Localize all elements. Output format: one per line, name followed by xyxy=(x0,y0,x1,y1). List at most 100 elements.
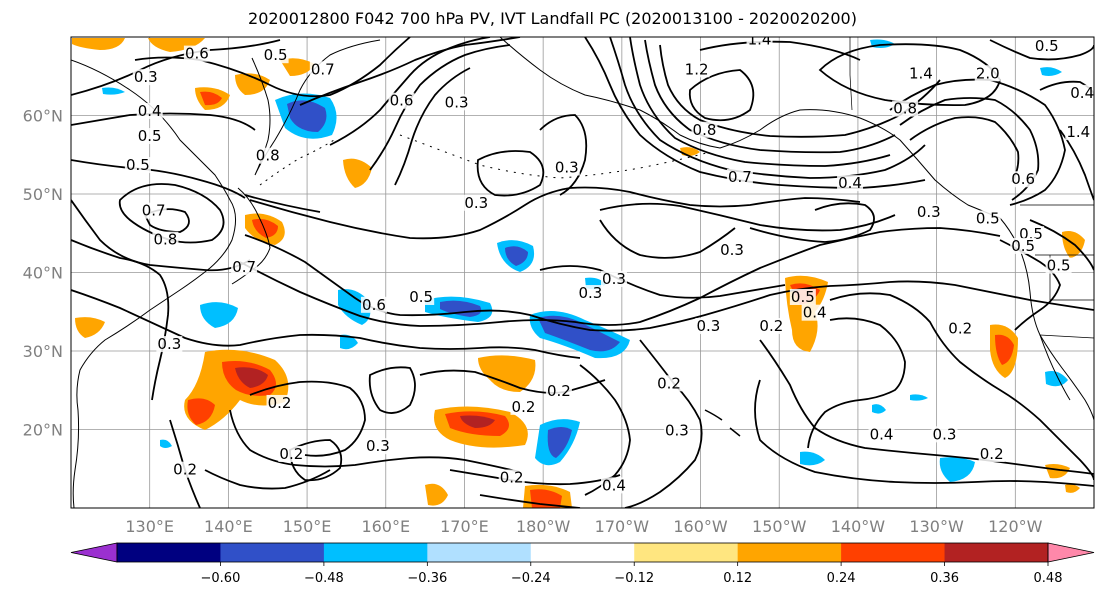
contour-label-bg xyxy=(915,204,942,221)
longitude-label: 160°W xyxy=(673,517,728,536)
contour-label: 0.2 xyxy=(759,317,783,335)
latitude-label: 50°N xyxy=(23,185,63,204)
contour-label: 0.4 xyxy=(870,425,894,443)
contour-label: 0.4 xyxy=(138,102,162,120)
shade-positive xyxy=(1045,464,1070,479)
contour-label: 0.5 xyxy=(126,156,150,174)
shade-negative xyxy=(872,404,886,414)
contour-label: 0.4 xyxy=(838,174,862,192)
contour-label-bg xyxy=(656,375,683,392)
longitude-label: 130°W xyxy=(909,517,964,536)
contour-label: 0.3 xyxy=(555,158,579,176)
contour-label-bg xyxy=(278,445,305,462)
contour-label: 0.3 xyxy=(917,203,941,221)
political-borders xyxy=(849,37,1094,339)
contour-line xyxy=(629,37,891,167)
shade-positive xyxy=(343,158,372,188)
contour-label: 0.8 xyxy=(693,121,717,139)
contour-label: 0.2 xyxy=(948,319,972,337)
colorbar-tick-label: 0.24 xyxy=(827,571,856,586)
contour-line xyxy=(394,67,471,186)
shade-positive xyxy=(235,367,268,388)
contour-line xyxy=(249,380,366,457)
shade-positive xyxy=(75,317,105,338)
shade-negative xyxy=(440,300,482,317)
contour-label-bg xyxy=(978,445,1005,462)
contour-label: 0.5 xyxy=(138,127,162,145)
contour-label: 0.5 xyxy=(1011,237,1035,255)
contour-label-bg xyxy=(691,121,718,138)
contour-label-bg xyxy=(695,318,722,335)
contour-label: 0.3 xyxy=(134,68,158,86)
contour-label-bg xyxy=(1010,171,1037,188)
contour-label-bg xyxy=(892,100,919,117)
shade-negative xyxy=(939,457,975,482)
contour-label: 0.7 xyxy=(311,60,335,78)
contour-label: 0.5 xyxy=(264,46,288,64)
longitude-label: 170°E xyxy=(440,517,489,536)
contour-label-bg xyxy=(683,61,710,78)
contour-label: 0.8 xyxy=(256,147,280,165)
contour-label-bg xyxy=(132,69,159,86)
contour-label-bg xyxy=(136,128,163,145)
colorbar-extend-high xyxy=(1047,542,1095,563)
contour-label: 0.2 xyxy=(512,398,536,416)
shade-positive xyxy=(252,218,278,238)
contour-line xyxy=(71,199,251,272)
contour-line xyxy=(289,439,343,482)
contour-line xyxy=(989,39,1094,61)
contour-label-bg xyxy=(947,320,974,337)
contour-line xyxy=(229,409,521,473)
latitude-label: 40°N xyxy=(23,264,63,283)
shade-positive xyxy=(1065,484,1080,493)
contour-label-bg xyxy=(510,398,537,415)
contour-label: 1.4 xyxy=(1066,123,1090,141)
contour-label: 0.6 xyxy=(185,45,209,63)
contour-label: 0.5 xyxy=(1047,257,1071,275)
contour-label-bg xyxy=(868,426,895,443)
shade-negative xyxy=(102,87,125,95)
shade-negative xyxy=(800,451,825,466)
contour-line xyxy=(599,202,896,232)
contour-label: 0.3 xyxy=(157,335,181,353)
contour-label-bg xyxy=(726,168,753,185)
contour-label: 0.2 xyxy=(547,382,571,400)
contour-label-bg xyxy=(443,94,470,111)
colorbar-tick-label: 0.12 xyxy=(723,571,752,586)
shade-positive xyxy=(460,415,495,428)
contour-label-bg xyxy=(545,383,572,400)
shade-positive xyxy=(200,91,222,106)
coastline-asia xyxy=(71,59,236,508)
contour-label-bg xyxy=(553,159,580,176)
contour-label: 0.3 xyxy=(445,93,469,111)
contour-line xyxy=(419,369,606,394)
colorbar-segment xyxy=(634,543,739,562)
longitude-label: 120°W xyxy=(988,517,1043,536)
latitude-label: 30°N xyxy=(23,342,63,361)
contour-label-bg xyxy=(309,61,336,78)
contour-label: 1.2 xyxy=(685,60,709,78)
longitude-label: 140°W xyxy=(831,517,886,536)
contour-label-bg xyxy=(183,45,210,62)
shade-positive xyxy=(235,73,270,95)
contour-label: 0.4 xyxy=(602,476,626,494)
contour-line xyxy=(759,339,1094,475)
contour-line xyxy=(829,292,1094,481)
shade-positive xyxy=(148,38,205,52)
contour-line xyxy=(1059,129,1094,201)
contour-label: 0.6 xyxy=(362,296,386,314)
contour-label-bg xyxy=(746,37,773,48)
coastline-hawaii xyxy=(704,409,741,437)
longitude-label: 130°E xyxy=(125,517,174,536)
colorbar-tick-label: −0.36 xyxy=(407,571,447,586)
shade-negative xyxy=(538,315,620,352)
contour-label-bg xyxy=(1045,257,1072,274)
contour-label-bg xyxy=(254,147,281,164)
contour-label: 0.2 xyxy=(657,374,681,392)
colorbar-segment xyxy=(530,543,635,562)
latitude-label: 20°N xyxy=(23,421,63,440)
contour-label-bg xyxy=(156,336,183,353)
colorbar-frame xyxy=(116,542,1049,563)
coastline-alaska xyxy=(499,37,1001,219)
contour-label-bg xyxy=(1010,237,1037,254)
